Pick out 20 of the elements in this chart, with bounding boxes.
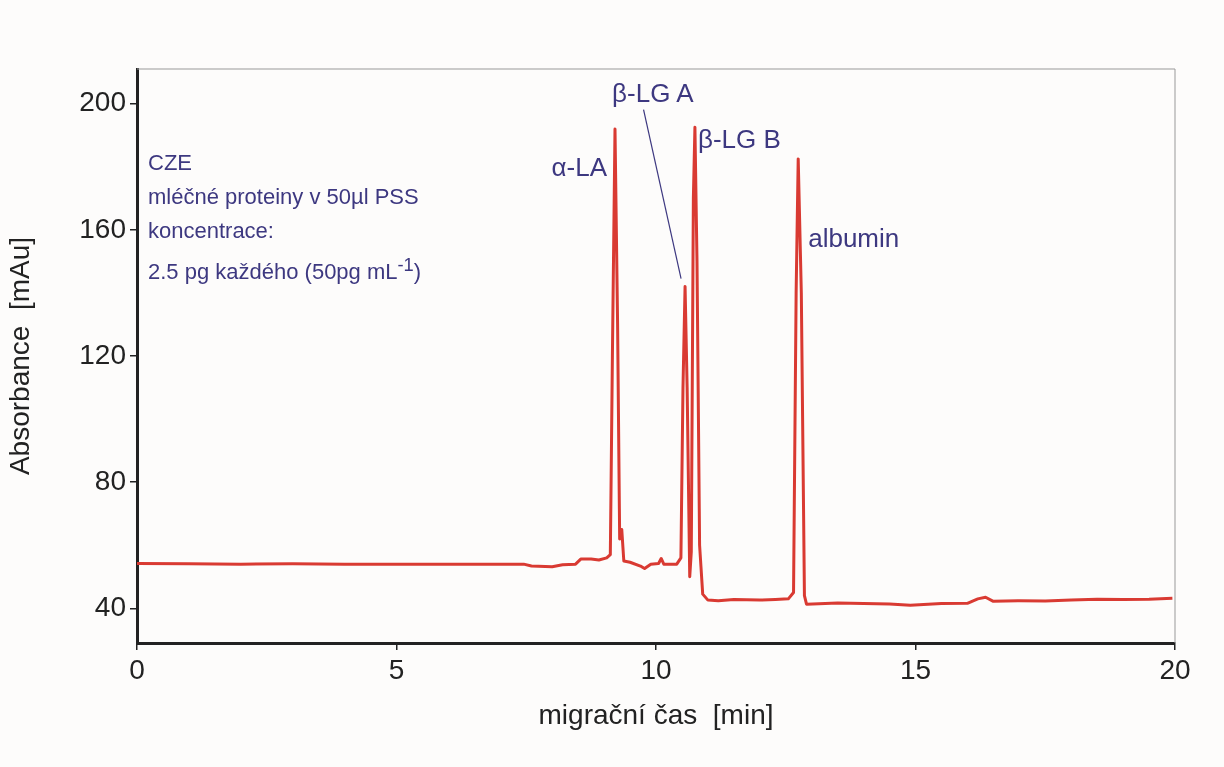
annotation: β-LG B — [697, 123, 781, 154]
y-tick-label: 80 — [94, 464, 126, 496]
annotation: koncentrace: — [148, 217, 275, 245]
annotation: albumin — [808, 223, 900, 254]
annotation: α-LA — [551, 152, 608, 183]
x-tick-label: 20 — [1159, 653, 1191, 685]
x-axis-title: migrační čas [min] — [538, 698, 774, 730]
y-tick-label: 120 — [79, 338, 126, 370]
y-axis-title: Absorbance [mAu] — [3, 236, 35, 476]
annotation: CZE — [148, 149, 193, 177]
annotation: β-LG A — [612, 77, 695, 108]
y-tick-label: 200 — [79, 86, 126, 118]
x-tick-label: 0 — [129, 653, 145, 685]
y-tick-label: 40 — [94, 591, 126, 623]
annotation: 2.5 pg každého (50pg mL$^{-1}$) — [148, 253, 422, 287]
annotation: mléčné proteiny v 50µl PSS — [148, 183, 420, 211]
y-tick-label: 160 — [79, 212, 126, 244]
x-tick-label: 10 — [640, 653, 672, 685]
x-tick-label: 5 — [388, 653, 405, 685]
x-tick-label: 15 — [899, 653, 932, 685]
